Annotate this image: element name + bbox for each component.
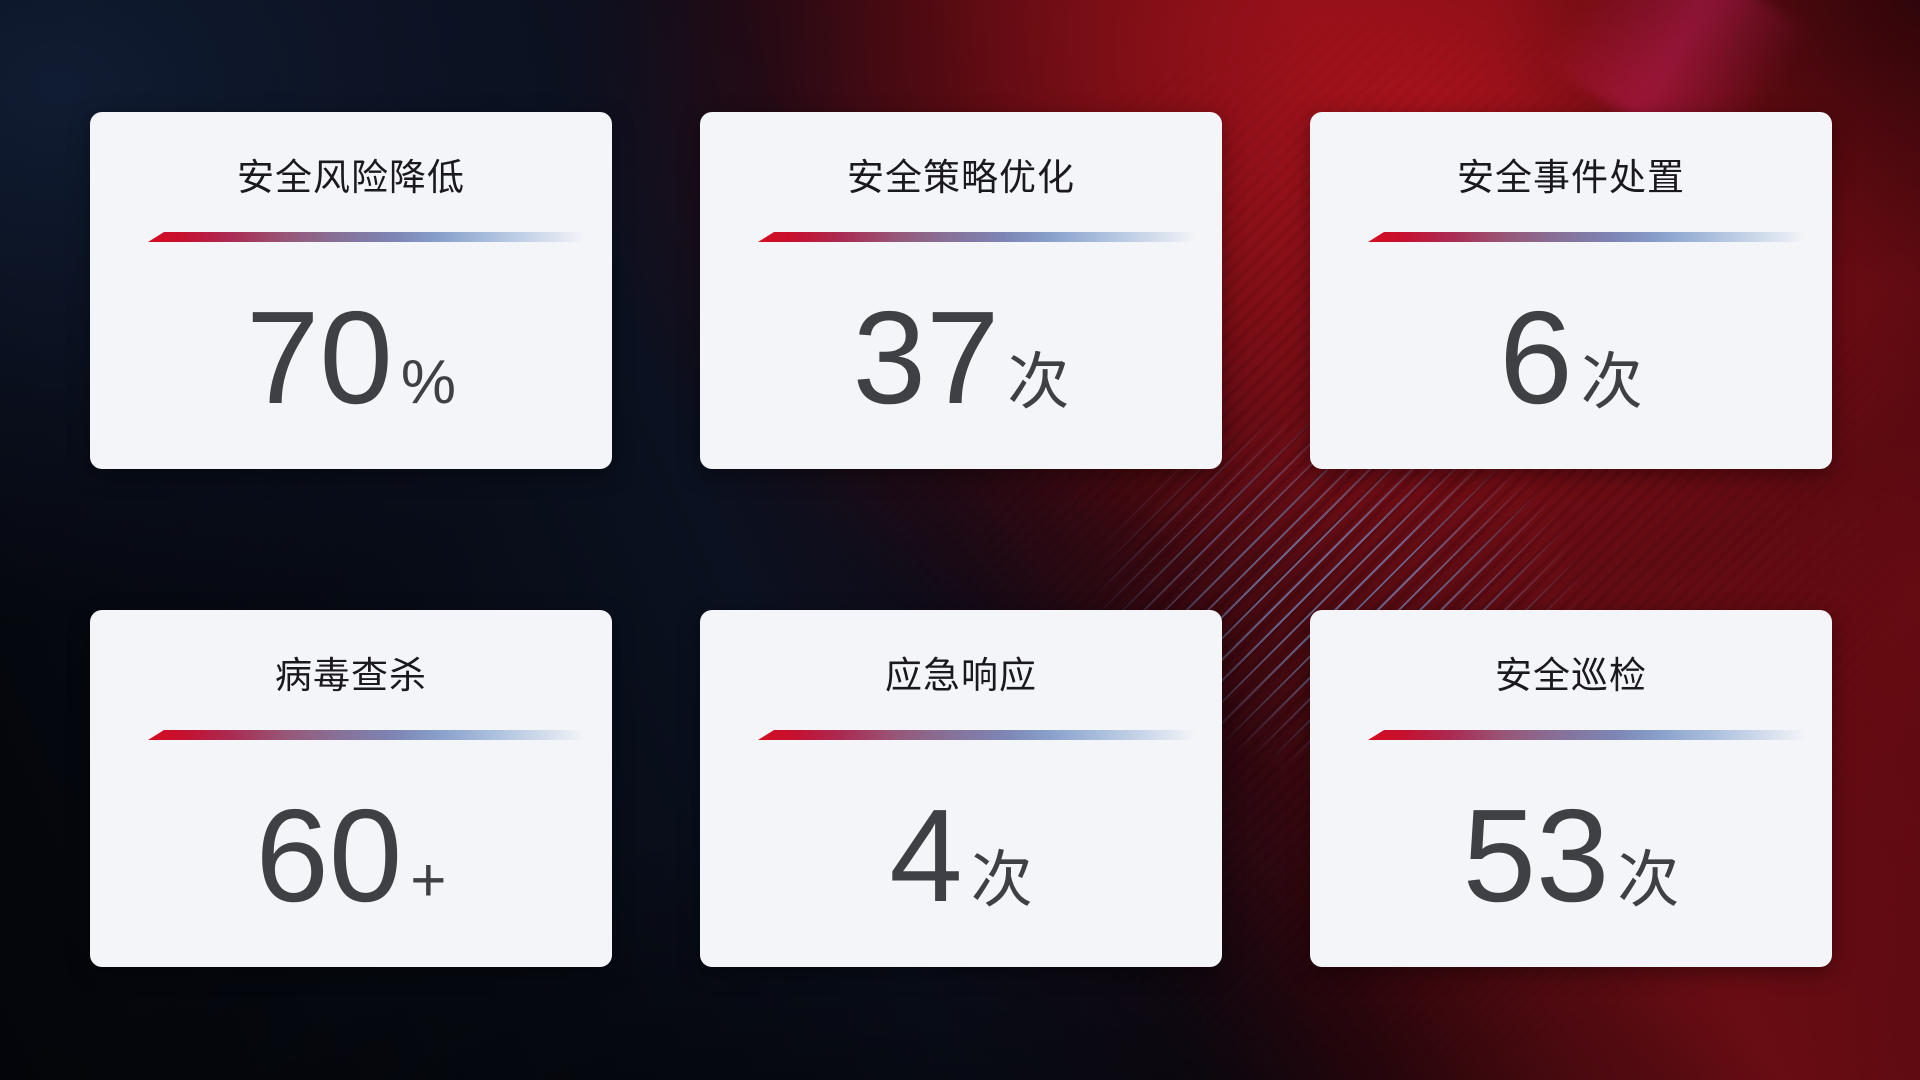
stat-card-title: 安全策略优化 xyxy=(847,157,1075,198)
stat-value-number: 6 xyxy=(1499,284,1573,431)
stat-card-security-incident-handling: 安全事件处置 6 次 xyxy=(1310,112,1832,469)
gradient-divider xyxy=(758,730,1214,740)
stat-card-emergency-response: 应急响应 4 次 xyxy=(700,610,1222,967)
gradient-divider xyxy=(1368,232,1824,242)
stat-card-value: 6 次 xyxy=(1310,280,1832,436)
stat-value-number: 37 xyxy=(852,284,1000,431)
stat-value-number: 4 xyxy=(889,782,963,929)
stat-card-title: 病毒查杀 xyxy=(275,655,427,696)
stat-value-unit: 次 xyxy=(970,846,1033,915)
gradient-divider xyxy=(758,232,1214,242)
stat-card-virus-scan: 病毒查杀 60 + xyxy=(90,610,612,967)
stat-card-value: 53 次 xyxy=(1310,778,1832,934)
stat-card-value: 60 + xyxy=(90,778,612,934)
gradient-divider xyxy=(1368,730,1824,740)
stat-value-number: 60 xyxy=(255,782,403,929)
stat-value-number: 53 xyxy=(1462,782,1610,929)
stat-value-unit: + xyxy=(410,846,447,915)
stat-card-title: 应急响应 xyxy=(885,655,1037,696)
gradient-divider xyxy=(148,730,604,740)
stat-card-value: 4 次 xyxy=(700,778,1222,934)
stat-card-security-policy-optimization: 安全策略优化 37 次 xyxy=(700,112,1222,469)
stat-card-title: 安全巡检 xyxy=(1495,655,1647,696)
stats-grid: 安全风险降低 70 % 安全策略优化 37 次 安全事件处置 6 次 病毒查 xyxy=(90,112,1832,967)
stat-card-security-inspection: 安全巡检 53 次 xyxy=(1310,610,1832,967)
stat-card-title: 安全风险降低 xyxy=(237,157,465,198)
stat-value-unit: 次 xyxy=(1007,348,1070,417)
stat-card-title: 安全事件处置 xyxy=(1457,157,1685,198)
stat-card-security-risk-reduction: 安全风险降低 70 % xyxy=(90,112,612,469)
stat-card-value: 37 次 xyxy=(700,280,1222,436)
stat-value-number: 70 xyxy=(246,284,393,431)
stat-value-unit: % xyxy=(400,348,456,417)
stat-card-value: 70 % xyxy=(90,280,612,436)
gradient-divider xyxy=(148,232,604,242)
stat-value-unit: 次 xyxy=(1580,348,1643,417)
stat-value-unit: 次 xyxy=(1617,846,1680,915)
